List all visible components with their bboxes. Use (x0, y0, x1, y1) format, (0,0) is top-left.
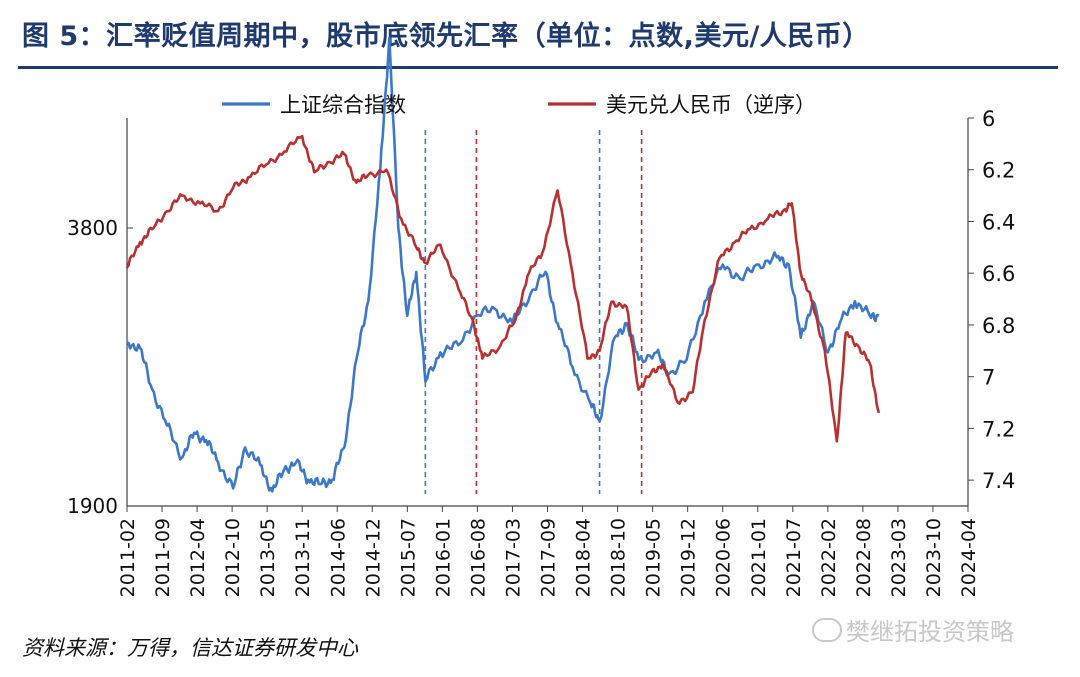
x-tick-label: 2011-02 (117, 518, 139, 597)
right-tick-label: 6.8 (982, 314, 1015, 338)
right-tick-label: 6.2 (982, 159, 1015, 183)
wechat-icon (812, 617, 842, 642)
x-tick-label: 2021-01 (748, 518, 770, 597)
x-tick-label: 2012-10 (222, 518, 244, 597)
usdcny-line (125, 134, 881, 443)
right-tick-label: 6.6 (982, 262, 1015, 286)
x-tick-label: 2014-06 (327, 518, 349, 597)
right-tick-label: 7 (982, 366, 995, 390)
x-tick-label: 2013-05 (257, 518, 279, 597)
x-tick-label: 2022-08 (853, 518, 875, 597)
source-note: 资料来源：万得，信达证券研发中心 (22, 636, 358, 660)
x-tick-label: 2021-07 (783, 518, 805, 597)
legend-label-1: 上证综合指数 (280, 93, 406, 117)
left-tick-label: 1900 (67, 494, 118, 518)
left-tick-label: 3800 (67, 216, 118, 240)
x-tick-label: 2024-04 (958, 518, 980, 597)
x-tick-label: 2016-01 (432, 518, 454, 597)
title-rule (18, 66, 1058, 69)
x-tick-label: 2015-07 (397, 518, 419, 597)
right-tick-label: 6 (982, 107, 995, 131)
x-tick-label: 2023-03 (888, 518, 910, 597)
right-tick-label: 7.4 (982, 469, 1015, 493)
legend-label-2: 美元兑人民币（逆序） (606, 93, 816, 117)
x-tick-label: 2019-12 (678, 518, 700, 597)
x-tick-label: 2022-02 (818, 518, 840, 597)
x-tick-label: 2023-10 (923, 518, 945, 597)
x-tick-label: 2013-11 (292, 518, 314, 597)
sse-index-line (126, 36, 880, 493)
right-tick-label: 7.2 (982, 417, 1015, 441)
x-tick-label: 2018-10 (608, 518, 630, 597)
x-tick-label: 2014-12 (362, 518, 384, 597)
watermark: 樊继拓投资策略 (812, 612, 1014, 647)
x-tick-label: 2019-05 (643, 518, 665, 597)
x-tick-label: 2017-09 (538, 518, 560, 597)
x-tick-label: 2012-04 (187, 518, 209, 597)
right-tick-label: 6.4 (982, 210, 1015, 234)
x-tick-label: 2011-09 (152, 518, 174, 597)
x-tick-label: 2016-08 (467, 518, 489, 597)
x-tick-label: 2017-03 (502, 518, 524, 597)
figure-title: 图 5：汇率贬值周期中，股市底领先汇率（单位：点数,美元/人民币） (22, 21, 870, 52)
x-tick-label: 2020-06 (713, 518, 735, 597)
x-tick-label: 2018-04 (573, 518, 595, 597)
watermark-text: 樊继拓投资策略 (846, 618, 1014, 646)
